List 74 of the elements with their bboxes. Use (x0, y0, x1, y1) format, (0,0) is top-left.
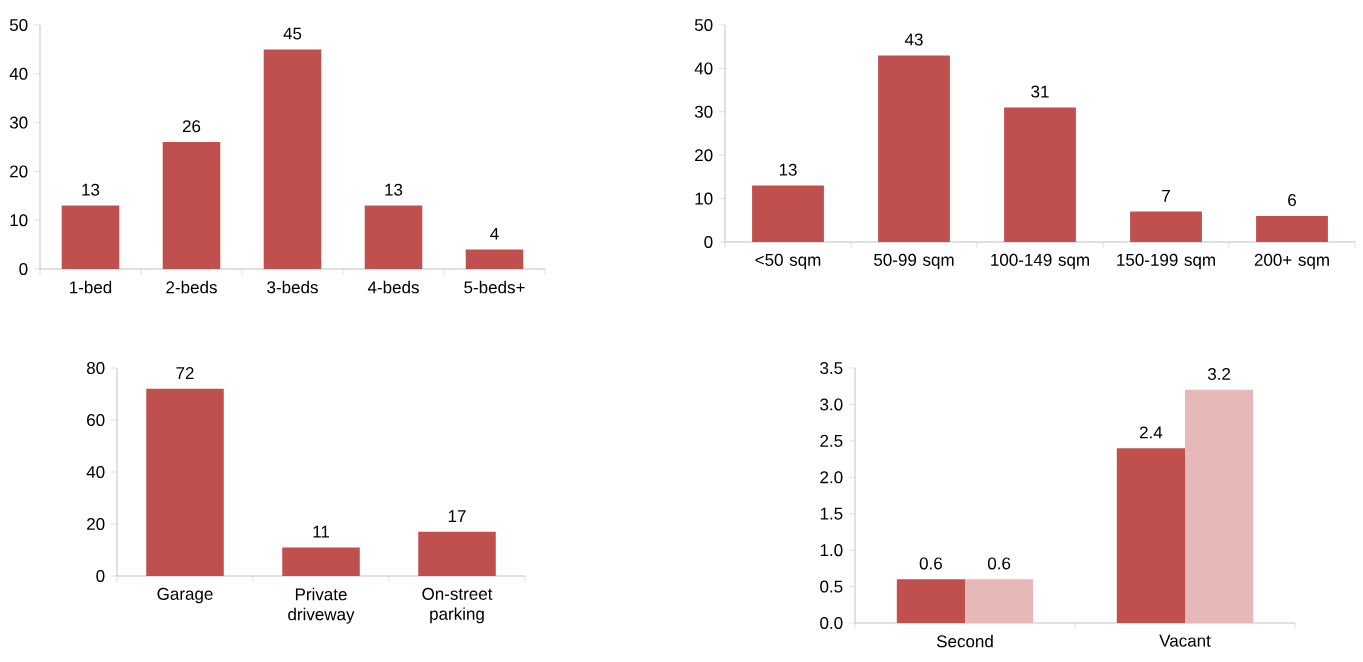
data-label: 2.4 (1139, 426, 1163, 439)
y-tick-label: 10 (10, 214, 28, 227)
y-tick-label: 30 (9, 116, 28, 129)
y-tick-label: 3.5 (820, 361, 843, 375)
data-label: 3.2 (1207, 367, 1231, 380)
data-label: 45 (283, 27, 302, 40)
y-tick-label: 0 (19, 262, 28, 276)
data-label: 13 (385, 183, 403, 196)
y-tick-label: 1.0 (820, 544, 843, 557)
x-tick-label: 3-beds (267, 280, 318, 294)
bar (1256, 215, 1328, 242)
bar (282, 547, 360, 576)
data-label: 11 (313, 525, 329, 538)
x-tick-label: Vacant (1159, 634, 1211, 647)
y-tick-label: 1.5 (820, 507, 843, 520)
y-tick-label: 2.0 (820, 471, 843, 484)
x-tick-label: Second (936, 634, 993, 648)
bar (162, 142, 221, 269)
y-tick-label: 20 (695, 149, 713, 162)
y-tick-label: 10 (695, 192, 713, 205)
x-tick-label: 200+ sqm (1254, 253, 1329, 270)
bar (418, 531, 496, 576)
y-tick-label: 50 (9, 18, 28, 32)
x-tick-label: 5-beds+ (464, 280, 525, 294)
data-label: 72 (176, 367, 194, 379)
y-tick-label: 3.0 (820, 398, 843, 411)
y-tick-label: 20 (10, 165, 28, 178)
y-tick-label: 40 (9, 67, 28, 80)
bar (465, 249, 524, 269)
bar (364, 205, 423, 269)
bar (965, 579, 1034, 623)
x-tick-label: Private driveway (288, 587, 355, 624)
bar (263, 49, 322, 269)
y-tick-label: 0 (704, 235, 713, 249)
data-label: 43 (904, 33, 923, 46)
bar (1185, 389, 1254, 623)
x-tick-label: On-street parking (422, 587, 493, 624)
data-label: 4 (490, 227, 499, 240)
data-label: 17 (448, 510, 466, 522)
data-label: 31 (1031, 85, 1049, 98)
bar (1130, 211, 1202, 242)
bar (146, 388, 224, 576)
bar (896, 579, 966, 623)
x-tick-label: 4-beds (367, 280, 419, 294)
bar (1116, 448, 1186, 623)
x-tick-label: 50-99 sqm (874, 253, 954, 270)
y-tick-label: 2.5 (820, 434, 843, 447)
data-label: 7 (1162, 190, 1170, 202)
data-label: 6 (1288, 194, 1296, 207)
bar (752, 185, 824, 242)
y-tick-label: 20 (87, 517, 105, 531)
data-label: 13 (82, 183, 100, 196)
x-tick-label: Garage (157, 587, 213, 604)
data-label: 13 (779, 163, 797, 176)
y-tick-label: 40 (694, 62, 713, 75)
data-label: 0.6 (919, 557, 942, 570)
x-tick-label: 1-bed (70, 280, 112, 294)
bar (1004, 107, 1076, 242)
y-tick-label: 50 (694, 18, 713, 32)
y-tick-label: 30 (694, 105, 713, 118)
y-tick-label: 0.5 (820, 580, 843, 593)
x-tick-label: 2-beds (166, 280, 217, 294)
y-tick-label: 40 (86, 465, 105, 479)
bar (878, 55, 950, 242)
x-tick-label: 100-149 sqm (991, 253, 1089, 270)
bar (61, 205, 120, 269)
y-tick-label: 80 (86, 361, 105, 375)
data-label: 0.6 (987, 557, 1011, 570)
data-label: 26 (182, 120, 201, 133)
y-tick-label: 0.0 (820, 616, 843, 630)
x-tick-label: <50 sqm (755, 253, 821, 270)
y-tick-label: 60 (87, 413, 105, 427)
x-tick-label: 150-199 sqm (1117, 253, 1215, 270)
y-tick-label: 0 (96, 569, 105, 583)
